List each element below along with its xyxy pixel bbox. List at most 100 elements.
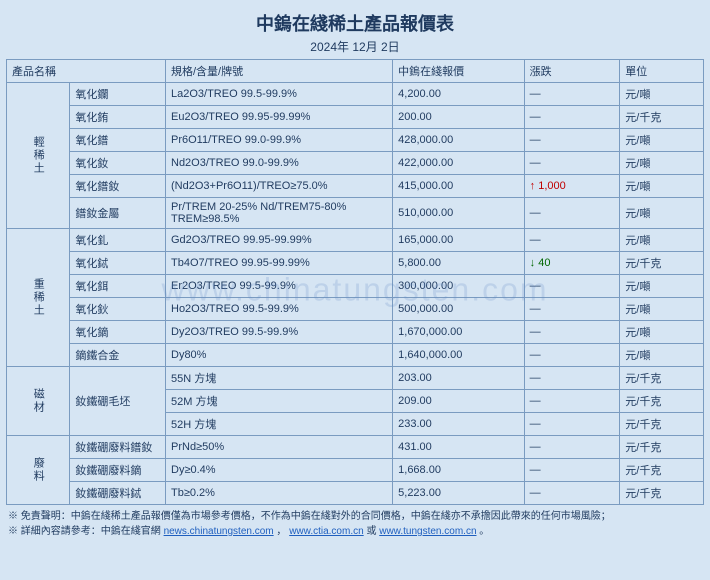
table-row: 重稀土氧化釓Gd2O3/TREO 99.95-99.99%165,000.00—… (7, 229, 704, 252)
table-row: 氧化鈥Ho2O3/TREO 99.5-99.9%500,000.00—元/噸 (7, 298, 704, 321)
change-cell: — (524, 344, 620, 367)
table-row: 氧化釹Nd2O3/TREO 99.0-99.9%422,000.00—元/噸 (7, 152, 704, 175)
price-cell: 510,000.00 (393, 198, 525, 229)
change-cell: — (524, 106, 620, 129)
price-cell: 415,000.00 (393, 175, 525, 198)
change-cell: — (524, 152, 620, 175)
spec-cell: 55N 方塊 (166, 367, 393, 390)
unit-cell: 元/噸 (620, 344, 704, 367)
unit-cell: 元/千克 (620, 106, 704, 129)
footer-line2-prefix: ※ 詳細內容請參考：中鎢在綫官網 (8, 526, 164, 537)
header-change: 漲跌 (524, 60, 620, 83)
price-cell: 1,670,000.00 (393, 321, 525, 344)
change-cell: — (524, 367, 620, 390)
spec-cell: Pr/TREM 20-25% Nd/TREM75-80% TREM≥98.5% (166, 198, 393, 229)
unit-cell: 元/噸 (620, 198, 704, 229)
table-row: 釹鐵硼廢料鋱Tb≥0.2%5,223.00—元/千克 (7, 482, 704, 505)
table-row: 氧化鏑Dy2O3/TREO 99.5-99.9%1,670,000.00—元/噸 (7, 321, 704, 344)
product-name: 氧化鐠 (70, 129, 166, 152)
product-name: 氧化鏑 (70, 321, 166, 344)
unit-cell: 元/千克 (620, 252, 704, 275)
table-row: 磁材釹鐵硼毛坯55N 方塊203.00—元/千克 (7, 367, 704, 390)
price-cell: 209.00 (393, 390, 525, 413)
spec-cell: 52M 方塊 (166, 390, 393, 413)
spec-cell: Ho2O3/TREO 99.5-99.9% (166, 298, 393, 321)
unit-cell: 元/千克 (620, 367, 704, 390)
footer-link-1[interactable]: news.chinatungsten.com (164, 526, 274, 537)
spec-cell: 52H 方塊 (166, 413, 393, 436)
price-cell: 300,000.00 (393, 275, 525, 298)
spec-cell: Dy≥0.4% (166, 459, 393, 482)
unit-cell: 元/千克 (620, 436, 704, 459)
spec-cell: Pr6O11/TREO 99.0-99.9% (166, 129, 393, 152)
product-name: 氧化釓 (70, 229, 166, 252)
change-cell: — (524, 390, 620, 413)
table-row: 鐠釹金屬Pr/TREM 20-25% Nd/TREM75-80% TREM≥98… (7, 198, 704, 229)
product-name: 氧化鋱 (70, 252, 166, 275)
spec-cell: La2O3/TREO 99.5-99.9% (166, 83, 393, 106)
change-cell: — (524, 275, 620, 298)
category-cell: 磁材 (7, 367, 70, 436)
unit-cell: 元/千克 (620, 390, 704, 413)
spec-cell: Er2O3/TREO 99.5-99.9% (166, 275, 393, 298)
unit-cell: 元/千克 (620, 459, 704, 482)
spec-cell: Dy80% (166, 344, 393, 367)
change-cell: ↑ 1,000 (524, 175, 620, 198)
unit-cell: 元/噸 (620, 298, 704, 321)
header-unit: 單位 (620, 60, 704, 83)
spec-cell: Dy2O3/TREO 99.5-99.9% (166, 321, 393, 344)
table-row: 輕稀土氧化鑭La2O3/TREO 99.5-99.9%4,200.00—元/噸 (7, 83, 704, 106)
price-cell: 5,223.00 (393, 482, 525, 505)
table-row: 氧化鉺Er2O3/TREO 99.5-99.9%300,000.00—元/噸 (7, 275, 704, 298)
price-cell: 422,000.00 (393, 152, 525, 175)
price-cell: 431.00 (393, 436, 525, 459)
price-cell: 200.00 (393, 106, 525, 129)
price-cell: 4,200.00 (393, 83, 525, 106)
price-cell: 500,000.00 (393, 298, 525, 321)
product-name: 釹鐵硼毛坯 (70, 367, 166, 436)
spec-cell: Nd2O3/TREO 99.0-99.9% (166, 152, 393, 175)
unit-cell: 元/噸 (620, 275, 704, 298)
spec-cell: Tb4O7/TREO 99.95-99.99% (166, 252, 393, 275)
category-cell: 重稀土 (7, 229, 70, 367)
price-cell: 233.00 (393, 413, 525, 436)
product-name: 氧化鑭 (70, 83, 166, 106)
change-cell: — (524, 321, 620, 344)
unit-cell: 元/噸 (620, 229, 704, 252)
spec-cell: PrNd≥50% (166, 436, 393, 459)
change-cell: ↓ 40 (524, 252, 620, 275)
change-cell: — (524, 459, 620, 482)
table-row: 氧化銪Eu2O3/TREO 99.95-99.99%200.00—元/千克 (7, 106, 704, 129)
header-price: 中鎢在綫報價 (393, 60, 525, 83)
spec-cell: Eu2O3/TREO 99.95-99.99% (166, 106, 393, 129)
spec-cell: Tb≥0.2% (166, 482, 393, 505)
change-cell: — (524, 482, 620, 505)
header-spec: 規格/含量/牌號 (166, 60, 393, 83)
product-name: 氧化鐠釹 (70, 175, 166, 198)
price-table: 產品名稱 規格/含量/牌號 中鎢在綫報價 漲跌 單位 輕稀土氧化鑭La2O3/T… (6, 59, 704, 505)
spec-cell: Gd2O3/TREO 99.95-99.99% (166, 229, 393, 252)
unit-cell: 元/噸 (620, 152, 704, 175)
unit-cell: 元/噸 (620, 175, 704, 198)
footer-link-2[interactable]: www.ctia.com.cn (289, 526, 363, 537)
unit-cell: 元/千克 (620, 482, 704, 505)
spec-cell: (Nd2O3+Pr6O11)/TREO≥75.0% (166, 175, 393, 198)
table-row: 氧化鐠釹(Nd2O3+Pr6O11)/TREO≥75.0%415,000.00↑… (7, 175, 704, 198)
category-cell: 廢料 (7, 436, 70, 505)
change-cell: — (524, 436, 620, 459)
product-name: 氧化鈥 (70, 298, 166, 321)
price-cell: 428,000.00 (393, 129, 525, 152)
footer-link-3[interactable]: www.tungsten.com.cn (379, 526, 476, 537)
table-row: 釹鐵硼廢料鏑Dy≥0.4%1,668.00—元/千克 (7, 459, 704, 482)
price-cell: 1,640,000.00 (393, 344, 525, 367)
product-name: 釹鐵硼廢料鋱 (70, 482, 166, 505)
product-name: 氧化銪 (70, 106, 166, 129)
table-title: 中鎢在綫稀土產品報價表 (6, 4, 704, 38)
table-row: 氧化鋱Tb4O7/TREO 99.95-99.99%5,800.00↓ 40元/… (7, 252, 704, 275)
table-row: 氧化鐠Pr6O11/TREO 99.0-99.9%428,000.00—元/噸 (7, 129, 704, 152)
change-cell: — (524, 129, 620, 152)
category-cell: 輕稀土 (7, 83, 70, 229)
header-name: 產品名稱 (7, 60, 166, 83)
change-cell: — (524, 229, 620, 252)
unit-cell: 元/噸 (620, 321, 704, 344)
